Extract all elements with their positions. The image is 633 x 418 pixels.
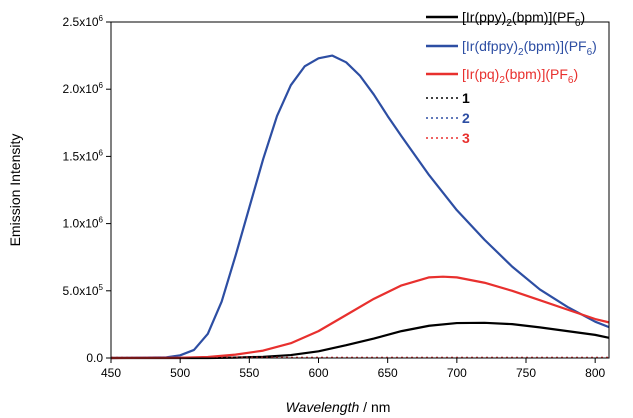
x-axis-title: Wavelength / nm — [286, 399, 391, 415]
x-tick-label-3: 600 — [308, 366, 328, 380]
x-tick-label-5: 700 — [447, 366, 467, 380]
x-axis-title-unit: / nm — [359, 399, 390, 415]
x-tick-label-2: 550 — [239, 366, 259, 380]
y-tick-label-3: 1.5x106 — [63, 148, 104, 163]
x-axis-ticks: 450 500 550 600 650 700 750 800 — [101, 358, 605, 380]
x-axis-title-quantity: Wavelength — [286, 399, 360, 415]
legend-label-3: 1 — [462, 90, 470, 106]
y-axis-title: Emission Intensity — [7, 134, 23, 247]
x-tick-label-6: 750 — [516, 366, 536, 380]
y-tick-label-5: 2.5x106 — [63, 14, 104, 29]
x-tick-label-1: 500 — [170, 366, 190, 380]
x-tick-label-0: 450 — [101, 366, 121, 380]
legend-label-1: [Ir(dfppy)2(bpm)](PF6) — [462, 38, 597, 58]
y-tick-label-0: 0.0 — [86, 351, 103, 365]
y-tick-label-1: 5.0x105 — [63, 283, 104, 298]
legend-label-2: [Ir(pq)2(bpm)](PF6) — [462, 66, 578, 86]
plot-curves — [110, 54, 610, 360]
y-axis-ticks: 0.0 5.0x105 1.0x106 1.5x106 2.0x106 2.5x106 — [63, 14, 111, 365]
series-line-1 — [110, 54, 610, 360]
legend: [Ir(ppy)2(bpm)](PF6) [Ir(dfppy)2(bpm)](PF… — [426, 9, 597, 146]
legend-label-4: 2 — [462, 110, 470, 126]
plot-area-border — [110, 21, 610, 359]
x-tick-label-7: 800 — [585, 366, 605, 380]
y-tick-label-4: 2.0x106 — [63, 81, 104, 96]
legend-label-0: [Ir(ppy)2(bpm)](PF6) — [462, 9, 585, 29]
y-tick-label-2: 1.0x106 — [63, 216, 104, 231]
x-tick-label-4: 650 — [378, 366, 398, 380]
legend-label-5: 3 — [462, 130, 470, 146]
series-line-2 — [110, 275, 610, 360]
